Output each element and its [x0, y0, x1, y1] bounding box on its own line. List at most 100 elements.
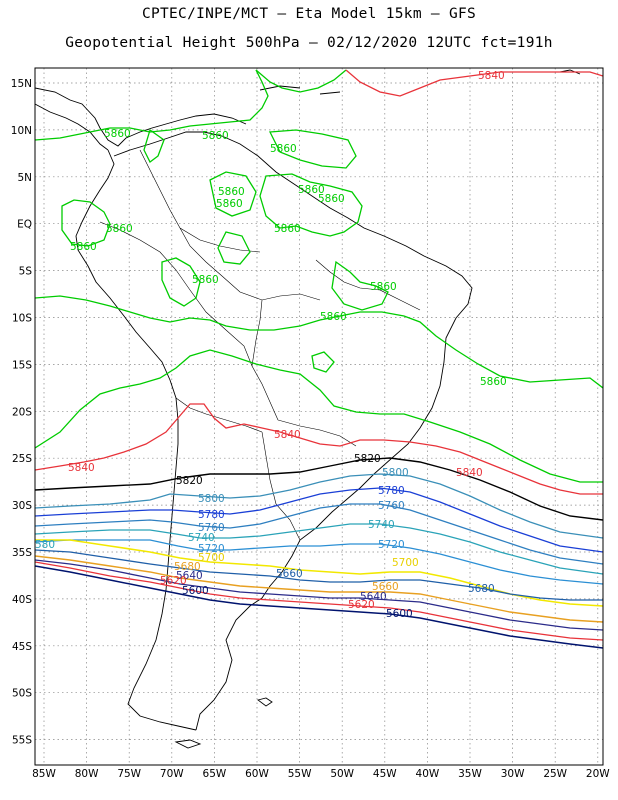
- longitude-tick-label: 65W: [203, 768, 227, 780]
- label-5600: 5600: [386, 608, 413, 620]
- label-5800: 5800: [382, 467, 409, 479]
- label-5840: 5840: [478, 70, 505, 82]
- latitude-tick-label: 40S: [12, 594, 32, 606]
- longitude-tick-label: 75W: [117, 768, 141, 780]
- label-5760: 5760: [198, 522, 225, 534]
- label-5780: 5780: [198, 509, 225, 521]
- label-5680: 5680: [174, 561, 201, 573]
- label-5860: 5860: [370, 281, 397, 293]
- caribbean-islands: [259, 69, 581, 95]
- latitude-tick-label: 20S: [12, 406, 32, 418]
- coastline-layer: [35, 69, 581, 749]
- label-5840: 5840: [456, 467, 483, 479]
- longitude-tick-label: 20W: [586, 768, 610, 780]
- label-5860: 5860: [202, 130, 229, 142]
- latitude-tick-label: 10N: [11, 125, 32, 137]
- label-5720: 5720: [378, 539, 405, 551]
- latitude-tick-label: 15S: [12, 359, 32, 371]
- latitude-tick-label: 30S: [12, 500, 32, 512]
- label-5860: 5860: [192, 274, 219, 286]
- label-5620: 5620: [348, 599, 375, 611]
- label-5740: 5740: [188, 532, 215, 544]
- longitude-tick-label: 80W: [75, 768, 99, 780]
- contour-5620: [35, 561, 603, 641]
- longitude-tick-label: 25W: [543, 768, 567, 780]
- label-5860: 5860: [106, 223, 133, 235]
- label-5800: 5800: [198, 493, 225, 505]
- label-5820: 5820: [176, 475, 203, 487]
- latitude-tick-label: 10S: [12, 313, 32, 325]
- central-america-pacific: [35, 103, 109, 151]
- longitude-tick-label: 60W: [245, 768, 269, 780]
- latitude-tick-label: 5S: [19, 266, 33, 278]
- contour-5820: [35, 457, 603, 521]
- label-5660: 5660: [276, 568, 303, 580]
- latitude-tick-label: EQ: [17, 219, 32, 231]
- longitude-tick-label: 35W: [458, 768, 482, 780]
- label-5680: 5680: [468, 583, 495, 595]
- label-5660: 5660: [372, 581, 399, 593]
- contour-5780: [35, 487, 603, 553]
- contour-labels: 5840 5840 5840 5840 5820 5820 5800 5800 …: [35, 70, 507, 620]
- label-5860: 5860: [480, 376, 507, 388]
- label-5760: 5760: [378, 500, 405, 512]
- label-5720: 5720: [198, 543, 225, 555]
- label-5780: 5780: [378, 485, 405, 497]
- map-frame: [34, 67, 604, 766]
- latitude-tick-label: 5N: [17, 172, 32, 184]
- label-5860: 5860: [298, 184, 325, 196]
- longitude-tick-label: 50W: [330, 768, 354, 780]
- label-5860: 5860: [70, 241, 97, 253]
- longitude-tick-label: 40W: [416, 768, 440, 780]
- falklands: [256, 697, 273, 707]
- longitude-tick-label: 85W: [32, 768, 56, 780]
- label-5640: 5640: [176, 570, 203, 582]
- contour-5760: [35, 503, 603, 565]
- contour-5740: [35, 523, 603, 575]
- central-america-coast: [35, 87, 247, 147]
- contour-5680: [35, 549, 603, 601]
- chart-title-line1: CPTEC/INPE/MCT – Eta Model 15km – GFS: [141, 6, 477, 22]
- label-5620: 5620: [160, 575, 187, 587]
- label-5860: 5860: [104, 128, 131, 140]
- label-5860: 5860: [274, 223, 301, 235]
- chart-title-line2: Geopotential Height 500hPa – 02/12/2020 …: [65, 35, 553, 51]
- longitude-tick-label: 70W: [160, 768, 184, 780]
- label-5740: 5740: [368, 519, 395, 531]
- contour-5660: [35, 555, 603, 623]
- label-5700: 5700: [198, 552, 225, 564]
- label-5600: 5600: [182, 585, 209, 597]
- longitude-tick-label: 30W: [501, 768, 525, 780]
- contour-5860: [35, 69, 603, 483]
- contour-5720: [35, 539, 603, 585]
- edge-label: 580: [35, 539, 55, 551]
- label-5840: 5840: [68, 462, 95, 474]
- contour-layer: [35, 69, 603, 749]
- label-5860: 5860: [216, 198, 243, 210]
- longitude-tick-label: 55W: [288, 768, 312, 780]
- latitude-tick-label: 35S: [12, 547, 32, 559]
- latitude-tick-label: 15N: [11, 78, 32, 90]
- latitude-tick-label: 45S: [12, 641, 32, 653]
- label-5700: 5700: [392, 557, 419, 569]
- map-grid: [35, 68, 603, 765]
- tierra-del-fuego: [174, 739, 202, 749]
- label-5860: 5860: [218, 186, 245, 198]
- label-5860: 5860: [320, 311, 347, 323]
- label-5860: 5860: [318, 193, 345, 205]
- label-5820: 5820: [354, 453, 381, 465]
- longitude-tick-labels: 85W 80W 75W 70W 65W 60W 55W 50W 45W 40W 35W 30W 25W 2…: [32, 768, 610, 780]
- contour-5840: [35, 69, 603, 495]
- contour-5800: [35, 473, 603, 539]
- latitude-tick-label: 55S: [12, 735, 32, 747]
- contour-5640: [35, 559, 603, 631]
- label-5860: 5860: [270, 143, 297, 155]
- label-5840: 5840: [274, 429, 301, 441]
- latitude-tick-label: 50S: [12, 688, 32, 700]
- label-5640: 5640: [360, 591, 387, 603]
- latitude-tick-labels: 15N 10N 5N EQ 5S 10S 15S 20S 25S 30S 35S 40S 45S 50S 5…: [11, 78, 33, 747]
- country-borders: [99, 149, 421, 541]
- longitude-tick-label: 45W: [373, 768, 397, 780]
- contour-5600: [35, 565, 603, 649]
